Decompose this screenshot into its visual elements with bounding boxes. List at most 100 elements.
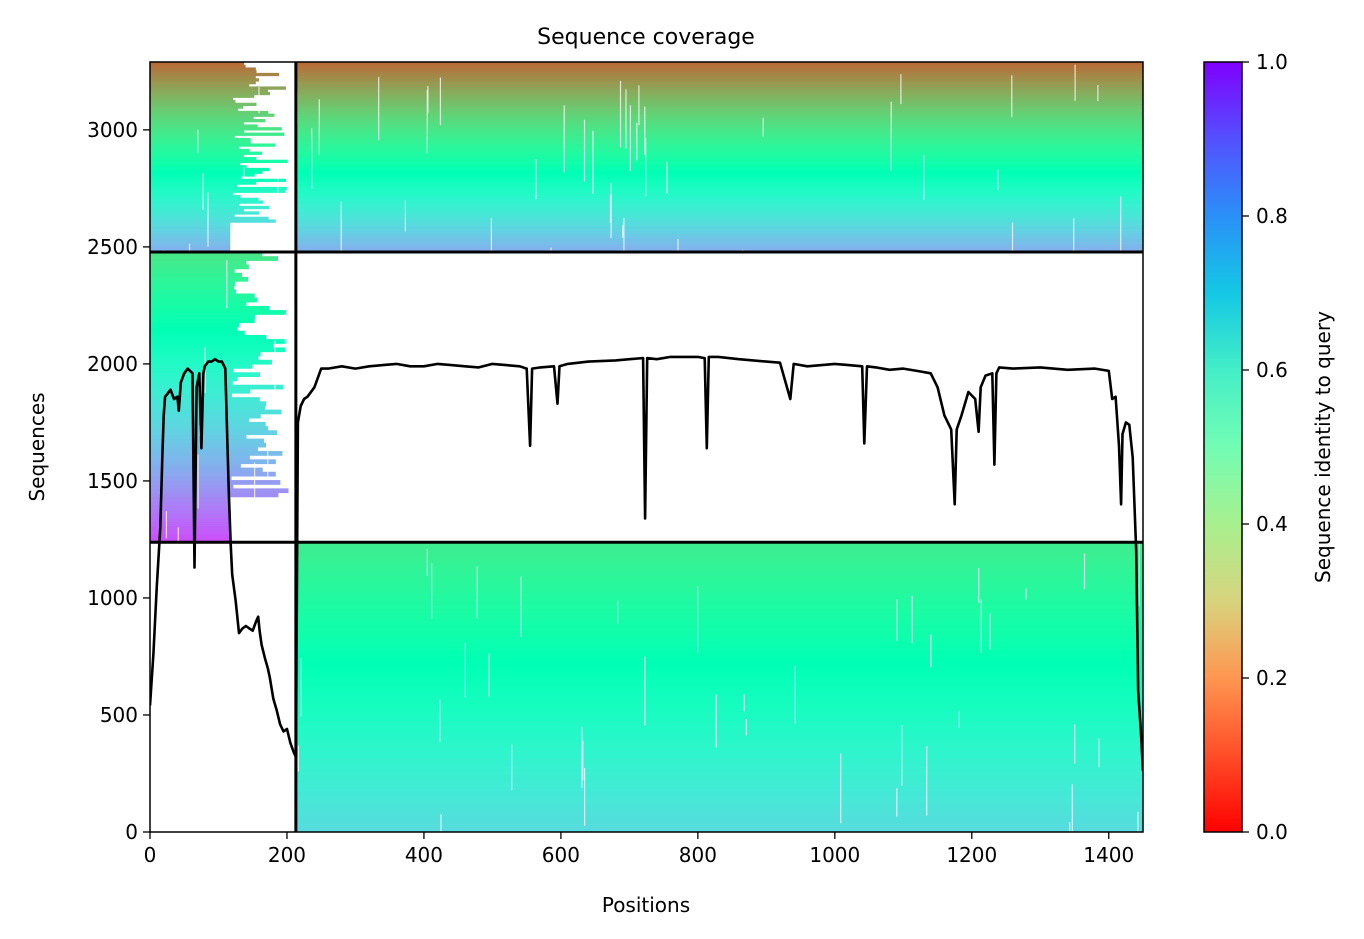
heatmap-row bbox=[150, 451, 283, 456]
coverage-gap bbox=[207, 192, 209, 247]
heatmap-row bbox=[295, 243, 1143, 248]
y-tick-label: 2000 bbox=[87, 352, 138, 376]
heatmap-row bbox=[295, 736, 1143, 742]
heatmap-row bbox=[150, 86, 286, 90]
coverage-gap bbox=[645, 138, 647, 197]
heatmap-row bbox=[295, 604, 1143, 610]
heatmap-row bbox=[150, 129, 245, 134]
heatmap-row bbox=[150, 113, 275, 117]
coverage-gap bbox=[1083, 553, 1086, 590]
coverage-gap bbox=[609, 194, 612, 223]
x-tick-label: 800 bbox=[679, 843, 717, 867]
heatmap-row bbox=[150, 409, 282, 415]
heatmap-row bbox=[295, 178, 1143, 183]
heatmap-row bbox=[295, 233, 1143, 237]
coverage-gap bbox=[619, 80, 622, 148]
heatmap-row bbox=[150, 83, 250, 88]
coverage-gap bbox=[582, 740, 584, 781]
heatmap-row bbox=[150, 467, 263, 473]
coverage-gap bbox=[697, 586, 699, 653]
heatmap-row bbox=[150, 148, 250, 153]
heatmap-row bbox=[295, 745, 1143, 750]
coverage-gap bbox=[923, 154, 925, 200]
coverage-gap bbox=[318, 99, 320, 155]
heatmap-row bbox=[150, 154, 244, 158]
heatmap-row bbox=[150, 81, 256, 85]
heatmap-row bbox=[295, 662, 1143, 668]
coverage-gap bbox=[197, 129, 199, 153]
coverage-gap bbox=[901, 725, 903, 786]
coverage-gap bbox=[563, 105, 565, 173]
heatmap-row bbox=[150, 192, 234, 196]
coverage-gap bbox=[896, 599, 898, 641]
plot-frame bbox=[149, 61, 1144, 833]
heatmap-row bbox=[150, 75, 256, 79]
heatmap-row bbox=[150, 509, 231, 514]
heatmap-row bbox=[150, 347, 286, 353]
heatmap-row bbox=[295, 75, 1143, 79]
colorbar: 0.0 0.2 0.4 0.6 0.8 1.0 Sequence identity to … bbox=[1203, 50, 1335, 844]
heatmap-row bbox=[295, 62, 1143, 66]
chart-title: Sequence coverage bbox=[537, 25, 755, 50]
heatmap-row bbox=[150, 521, 231, 527]
heatmap-row bbox=[295, 562, 1143, 568]
heatmap-row bbox=[295, 224, 1143, 229]
colorbar-tick-label: 0.6 bbox=[1256, 358, 1288, 382]
heatmap-row bbox=[295, 216, 1143, 221]
coverage-gap bbox=[165, 511, 167, 539]
heatmap-row bbox=[150, 529, 231, 535]
heatmap-row bbox=[150, 205, 270, 210]
coverage-gap bbox=[926, 746, 928, 816]
heatmap-row bbox=[150, 186, 287, 191]
heatmap-row bbox=[150, 459, 276, 465]
coverage-gap bbox=[638, 85, 640, 126]
coverage-gap bbox=[1120, 196, 1122, 254]
heatmap-row bbox=[295, 823, 1143, 829]
heatmap-row bbox=[295, 100, 1143, 104]
heatmap-row bbox=[295, 786, 1143, 792]
heatmap-row bbox=[150, 97, 234, 101]
heatmap-row bbox=[150, 173, 255, 177]
heatmap-row bbox=[295, 620, 1143, 626]
coverage-gap bbox=[958, 710, 960, 728]
heatmap-row bbox=[295, 711, 1143, 717]
heatmap-row bbox=[295, 241, 1143, 245]
heatmap-row bbox=[295, 167, 1143, 172]
heatmap-row bbox=[150, 197, 259, 202]
coverage-gap bbox=[535, 159, 537, 200]
coverage-gap bbox=[439, 699, 441, 742]
heatmap-row bbox=[150, 214, 235, 218]
coverage-gap bbox=[625, 89, 627, 149]
heatmap-row bbox=[295, 195, 1143, 199]
coverage-gap bbox=[762, 117, 764, 137]
coverage-gap bbox=[1011, 222, 1014, 265]
heatmap-row bbox=[150, 167, 270, 172]
coverage-gap bbox=[1098, 738, 1100, 768]
heatmap-row bbox=[295, 596, 1143, 601]
heatmap-row bbox=[295, 757, 1143, 763]
heatmap-row bbox=[295, 219, 1143, 223]
heatmap-row bbox=[150, 256, 279, 261]
coverage-gap bbox=[274, 340, 276, 405]
coverage-gap bbox=[666, 161, 668, 194]
heatmap-row bbox=[295, 600, 1143, 605]
heatmap-row bbox=[295, 649, 1143, 655]
coverage-gap bbox=[426, 548, 428, 576]
heatmap-row bbox=[295, 608, 1143, 614]
heatmap-row bbox=[295, 94, 1143, 98]
heatmap-row bbox=[150, 301, 247, 307]
heatmap-row bbox=[295, 629, 1143, 634]
heatmap-row bbox=[295, 132, 1143, 136]
heatmap-row bbox=[150, 124, 258, 128]
coverage-gap bbox=[623, 217, 625, 277]
coverage-gap bbox=[488, 653, 490, 697]
heatmap-row bbox=[295, 558, 1143, 564]
heatmap-row bbox=[150, 67, 256, 71]
coverage-gap bbox=[581, 726, 583, 788]
coverage-gap bbox=[490, 218, 492, 280]
coverage-gap bbox=[997, 169, 999, 191]
coverage-gap bbox=[1097, 85, 1099, 102]
heatmap-row bbox=[295, 695, 1143, 701]
heatmap-row bbox=[150, 238, 231, 242]
coverage-line bbox=[150, 355, 1143, 772]
